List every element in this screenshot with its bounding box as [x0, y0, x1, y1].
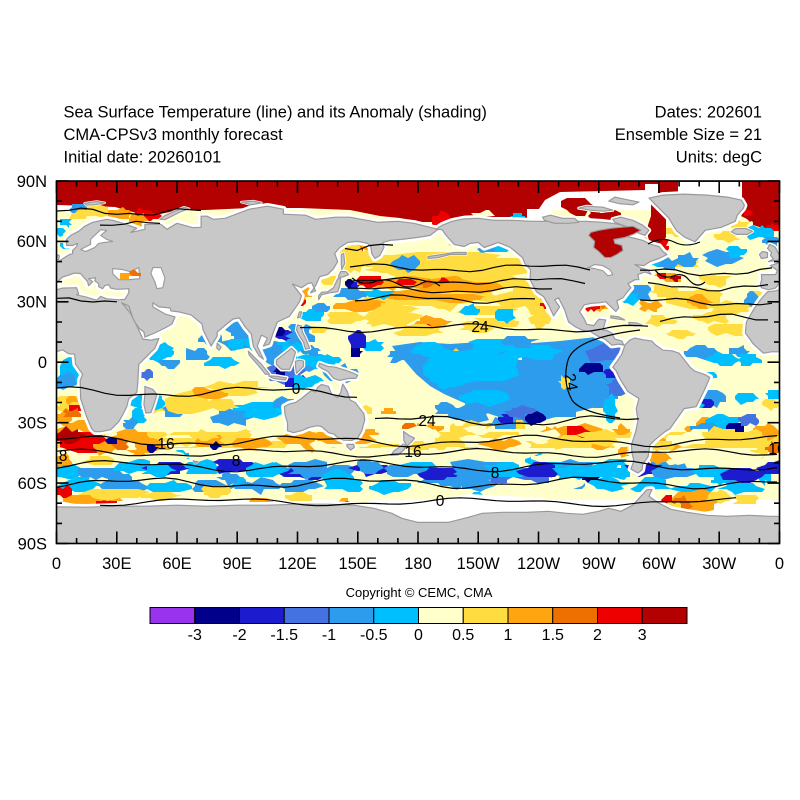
svg-text:1: 1 — [504, 627, 513, 644]
svg-text:16: 16 — [404, 444, 421, 461]
svg-text:0.5: 0.5 — [452, 627, 474, 644]
svg-text:24: 24 — [561, 372, 581, 392]
svg-text:8: 8 — [59, 448, 68, 465]
svg-text:Ensemble Size = 21: Ensemble Size = 21 — [615, 126, 762, 144]
svg-text:0: 0 — [52, 555, 61, 573]
svg-text:150W: 150W — [457, 555, 501, 573]
svg-text:24: 24 — [471, 319, 489, 336]
svg-text:Copyright © CEMC, CMA: Copyright © CEMC, CMA — [346, 585, 493, 600]
svg-text:-3: -3 — [188, 627, 202, 644]
svg-text:60S: 60S — [18, 475, 47, 493]
svg-text:90N: 90N — [17, 173, 47, 191]
svg-text:0: 0 — [414, 627, 423, 644]
svg-text:90E: 90E — [223, 555, 252, 573]
svg-text:30S: 30S — [18, 415, 47, 433]
svg-text:-0.5: -0.5 — [360, 627, 388, 644]
svg-text:0: 0 — [775, 555, 784, 573]
svg-text:30N: 30N — [17, 294, 47, 312]
svg-text:-1: -1 — [322, 627, 336, 644]
svg-text:-2: -2 — [232, 627, 246, 644]
svg-text:0: 0 — [292, 381, 301, 398]
svg-text:16: 16 — [768, 441, 785, 458]
svg-text:8: 8 — [232, 453, 241, 470]
svg-text:30W: 30W — [702, 555, 736, 573]
svg-text:120W: 120W — [517, 555, 561, 573]
svg-text:24: 24 — [418, 413, 436, 430]
svg-text:0: 0 — [436, 493, 445, 510]
svg-text:60E: 60E — [162, 555, 191, 573]
svg-text:90S: 90S — [18, 535, 47, 553]
svg-text:120E: 120E — [278, 555, 317, 573]
svg-text:180: 180 — [404, 555, 432, 573]
svg-text:3: 3 — [638, 627, 647, 644]
svg-text:Sea Surface Temperature (line): Sea Surface Temperature (line) and its A… — [64, 104, 487, 122]
svg-text:60W: 60W — [642, 555, 676, 573]
svg-text:8: 8 — [491, 465, 500, 482]
svg-text:60N: 60N — [17, 233, 47, 251]
svg-text:Initial date: 20260101: Initial date: 20260101 — [64, 149, 222, 167]
svg-text:0: 0 — [38, 354, 47, 372]
svg-text:90W: 90W — [582, 555, 616, 573]
svg-text:150E: 150E — [339, 555, 378, 573]
svg-text:1.5: 1.5 — [542, 627, 564, 644]
svg-text:2: 2 — [593, 627, 602, 644]
svg-text:-1.5: -1.5 — [270, 627, 298, 644]
svg-text:CMA-CPSv3 monthly forecast: CMA-CPSv3 monthly forecast — [64, 126, 284, 144]
svg-text:Dates: 202601: Dates: 202601 — [655, 104, 762, 122]
svg-text:30E: 30E — [102, 555, 131, 573]
svg-text:16: 16 — [157, 436, 174, 453]
svg-text:Units: degC: Units: degC — [676, 149, 762, 167]
